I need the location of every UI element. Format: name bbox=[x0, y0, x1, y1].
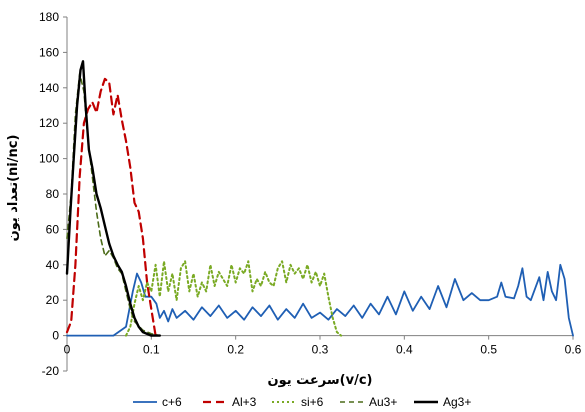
legend: c+6 Al+3 si+6 Au3+ Ag3+ bbox=[133, 395, 471, 409]
series-layer bbox=[65, 60, 574, 337]
x-tick-label: 0.5 bbox=[480, 343, 497, 357]
x-tick-label: 0.4 bbox=[396, 343, 413, 357]
y-tick-label: 20 bbox=[46, 293, 60, 307]
y-tick-label: 80 bbox=[46, 187, 60, 201]
series-line-3 bbox=[125, 260, 343, 337]
x-axis-label: سرعت یون(v/c) bbox=[268, 373, 373, 388]
y-tick-label: 160 bbox=[39, 45, 59, 59]
legend-label-5: Ag3+ bbox=[443, 395, 471, 409]
legend-label-2: Al+3 bbox=[232, 395, 257, 409]
y-tick-label: 120 bbox=[39, 116, 59, 130]
x-tick-label: 0 bbox=[64, 343, 71, 357]
legend-label-3: si+6 bbox=[301, 395, 324, 409]
series-line-4 bbox=[66, 72, 161, 337]
axes: -20 0 20 40 60 80 100 120 140 160 180 0 0.1 0.2 0.3 0.4… bbox=[39, 10, 582, 378]
legend-label-4: Au3+ bbox=[369, 395, 397, 409]
y-tick-label: 60 bbox=[46, 222, 60, 236]
y-tick-label: -20 bbox=[42, 364, 60, 378]
x-tick-label: 0.2 bbox=[227, 343, 244, 357]
series-line-2 bbox=[65, 77, 157, 337]
y-tick-label: 0 bbox=[52, 329, 59, 343]
series-line-1 bbox=[66, 263, 574, 337]
x-tick-label: 0.3 bbox=[312, 343, 329, 357]
legend-label-1: c+6 bbox=[162, 395, 182, 409]
y-tick-label: 40 bbox=[46, 258, 60, 272]
series-line-5 bbox=[65, 60, 162, 337]
y-tick-label: 100 bbox=[39, 152, 59, 166]
y-tick-label: 140 bbox=[39, 81, 59, 95]
x-tick-label: 0.6 bbox=[565, 343, 582, 357]
x-tick-label: 0.1 bbox=[143, 343, 160, 357]
y-axis-label: تعداد یون(ni/nc) bbox=[6, 135, 21, 242]
y-tick-label: 180 bbox=[39, 10, 59, 24]
